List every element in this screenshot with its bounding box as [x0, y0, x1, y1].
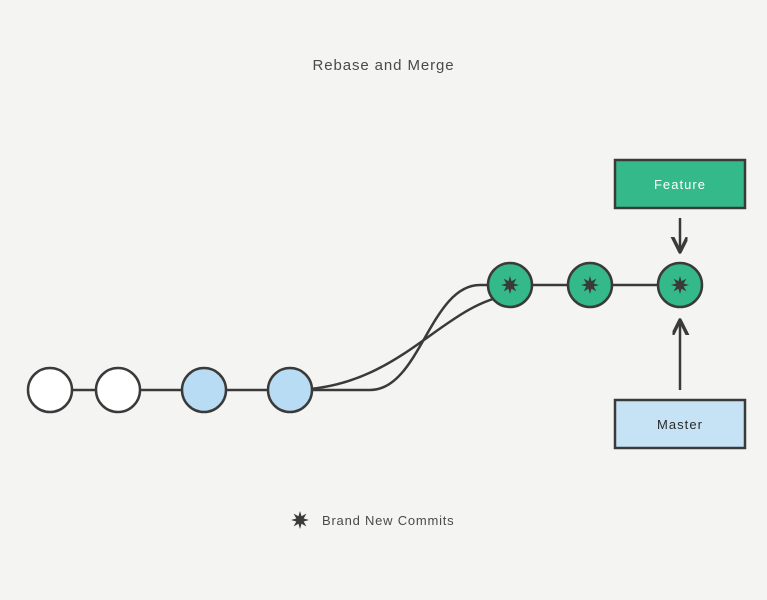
feature-branch-box: Feature: [615, 160, 745, 208]
diagram-stage: Rebase and Merge Feature Master Brand New C…: [0, 0, 767, 600]
commit-node: [568, 263, 612, 307]
master-branch-box: Master: [615, 400, 745, 448]
commit-node: [658, 263, 702, 307]
star-icon: [501, 276, 519, 294]
master-branch-label: Master: [657, 417, 703, 432]
commit-node: [28, 368, 72, 412]
commit-node: [268, 368, 312, 412]
diagram-svg: Rebase and Merge Feature Master Brand New C…: [0, 0, 767, 600]
commit-node: [96, 368, 140, 412]
diagram-title: Rebase and Merge: [313, 57, 455, 74]
legend-label: Brand New Commits: [322, 513, 454, 528]
star-icon: [671, 276, 689, 294]
star-icon: [581, 276, 599, 294]
commit-node: [182, 368, 226, 412]
star-icon: [291, 511, 309, 529]
feature-branch-label: Feature: [654, 177, 706, 192]
commit-node: [488, 263, 532, 307]
